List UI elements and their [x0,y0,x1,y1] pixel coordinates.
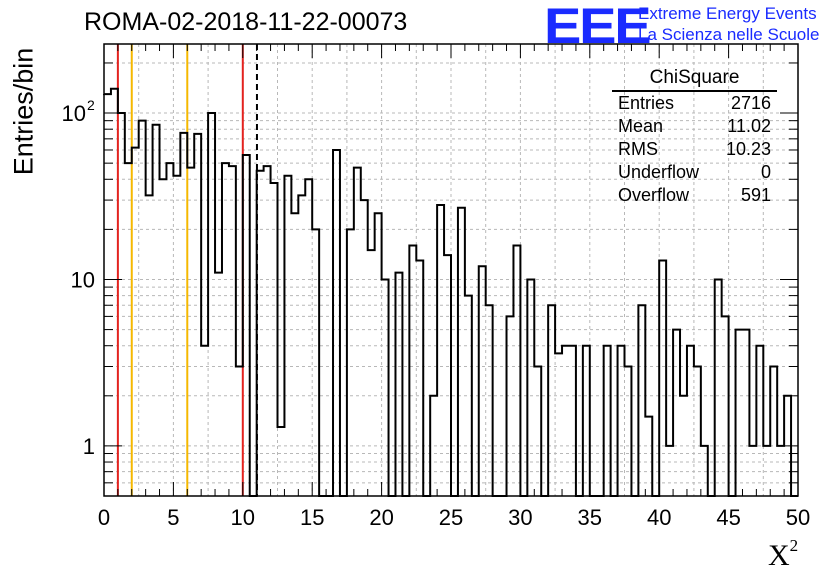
stats-label: Mean [618,116,664,136]
eee-logo: EEE [544,0,652,54]
x-tick-label: 20 [369,505,393,530]
x-tick-label: 15 [300,505,324,530]
y-tick-label: 10 [71,267,95,292]
stats-label: RMS [618,139,658,159]
logo-tagline-2: La Scienza nelle Scuole [638,25,820,44]
grid [104,44,798,496]
y-tick-label-exponent: 2 [87,97,95,113]
stats-label: Underflow [618,162,700,182]
stats-label: Entries [618,93,675,113]
histogram-title: ROMA-02-2018-11-22-00073 [84,8,408,36]
x-tick-label: 0 [98,505,110,530]
stats-box-divider [612,90,777,92]
x-tick-label: 10 [231,505,255,530]
stats-row-rms: RMS 10.23 [618,139,771,160]
histogram-outline [103,87,798,497]
y-tick-label: 1 [83,434,95,459]
x-tick-label: 40 [647,505,671,530]
y-tick-label: 10 [62,101,86,126]
stats-value: 2716 [730,93,771,113]
x-tick-label: 5 [167,505,179,530]
histogram-bins [103,87,798,497]
stats-box-title: ChiSquare [649,67,740,88]
stats-value: 0 [760,162,771,182]
stats-value: 11.02 [727,116,771,136]
stats-row-entries: Entries 2716 [618,93,771,114]
x-axis-label: X2 [768,536,798,572]
stats-row-overflow: Overflow 591 [618,185,771,206]
x-tick-label: 25 [439,505,463,530]
x-tick-label: 45 [716,505,740,530]
stats-value: 10.23 [725,139,771,159]
stats-row-underflow: Underflow 0 [618,162,771,183]
x-tick-label: 35 [578,505,602,530]
axis-ticks [103,44,799,496]
logo-tagline-1: Extreme Energy Events [638,4,817,23]
x-tick-label: 30 [508,505,532,530]
x-axis-superscript: 2 [789,536,799,555]
x-tick-label: 50 [786,505,810,530]
stats-value: 591 [740,185,771,205]
stats-label: Overflow [618,185,690,205]
x-axis-symbol: X [768,539,790,572]
stats-row-mean: Mean 11.02 [618,116,771,137]
y-axis-label: Entries/bin [8,47,39,176]
